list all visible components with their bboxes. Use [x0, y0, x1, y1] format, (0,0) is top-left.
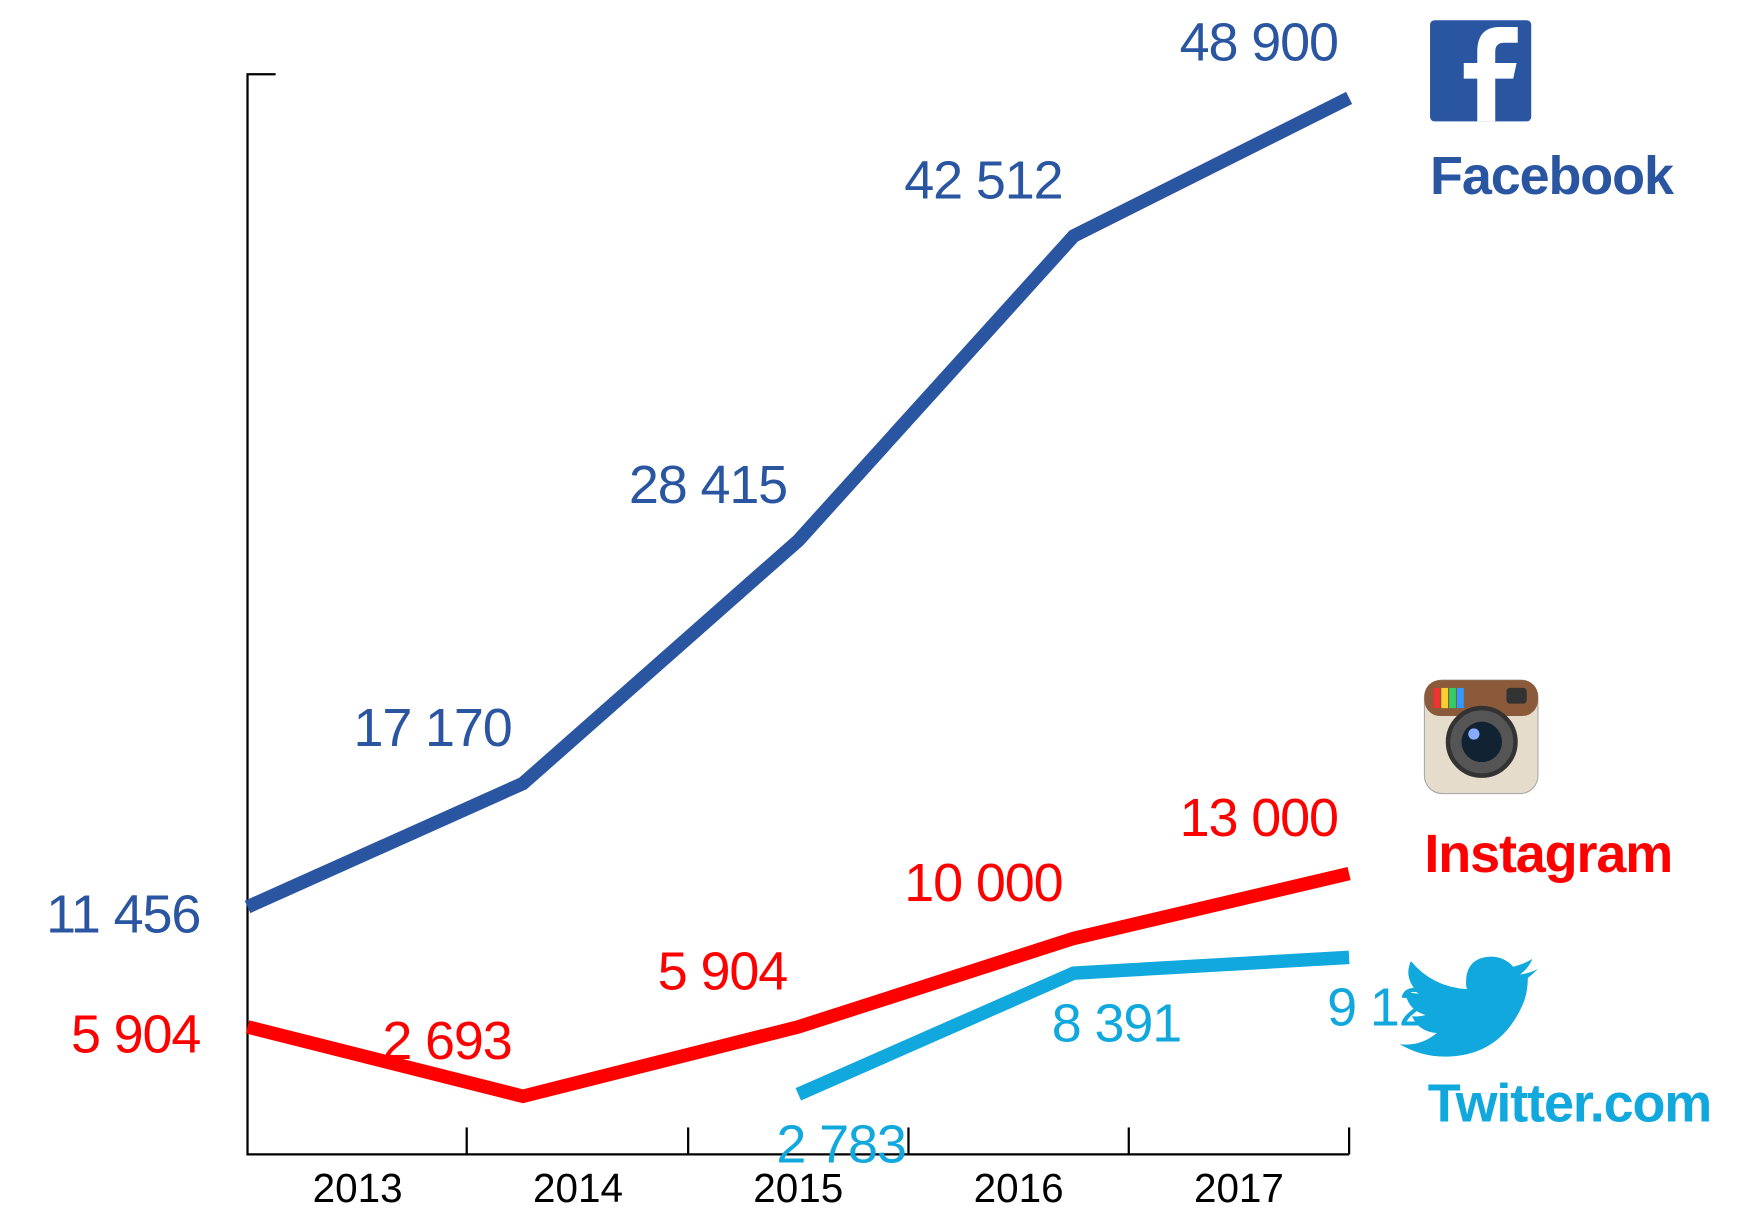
- axes: [246, 73, 1351, 1156]
- x-tick-label: 2014: [533, 1165, 623, 1211]
- series-line: [244, 91, 1353, 914]
- x-tick-label: 2015: [753, 1165, 843, 1211]
- value-label: 5 904: [71, 1004, 200, 1064]
- axis-line: [246, 73, 1350, 1156]
- legend-label: Facebook: [1430, 146, 1675, 206]
- x-tick-label: 2016: [974, 1165, 1064, 1211]
- legend-label: Twitter.com: [1428, 1073, 1711, 1133]
- value-label: 2 783: [776, 1115, 905, 1175]
- legend-label: Instagram: [1424, 824, 1672, 884]
- series-line: [245, 866, 1351, 1104]
- value-label: 28 415: [629, 455, 787, 515]
- value-label: 8 391: [1052, 993, 1181, 1053]
- value-label: 13 000: [1180, 788, 1338, 848]
- series-line: [795, 950, 1350, 1101]
- instagram-icon: [1423, 679, 1539, 795]
- value-label: 2 693: [382, 1011, 511, 1071]
- value-label: 17 170: [353, 698, 511, 758]
- facebook-icon: [1430, 20, 1532, 122]
- value-label: 10 000: [904, 853, 1062, 913]
- value-label: 48 900: [1180, 12, 1338, 72]
- twitter-icon: [1399, 956, 1538, 1057]
- value-label: 9 120: [1327, 978, 1456, 1038]
- value-label: 11 456: [46, 884, 200, 944]
- value-label: 42 512: [904, 151, 1062, 211]
- x-tick-label: 2013: [313, 1165, 403, 1211]
- x-tick-label: 2017: [1194, 1165, 1284, 1211]
- value-label: 5 904: [658, 941, 787, 1001]
